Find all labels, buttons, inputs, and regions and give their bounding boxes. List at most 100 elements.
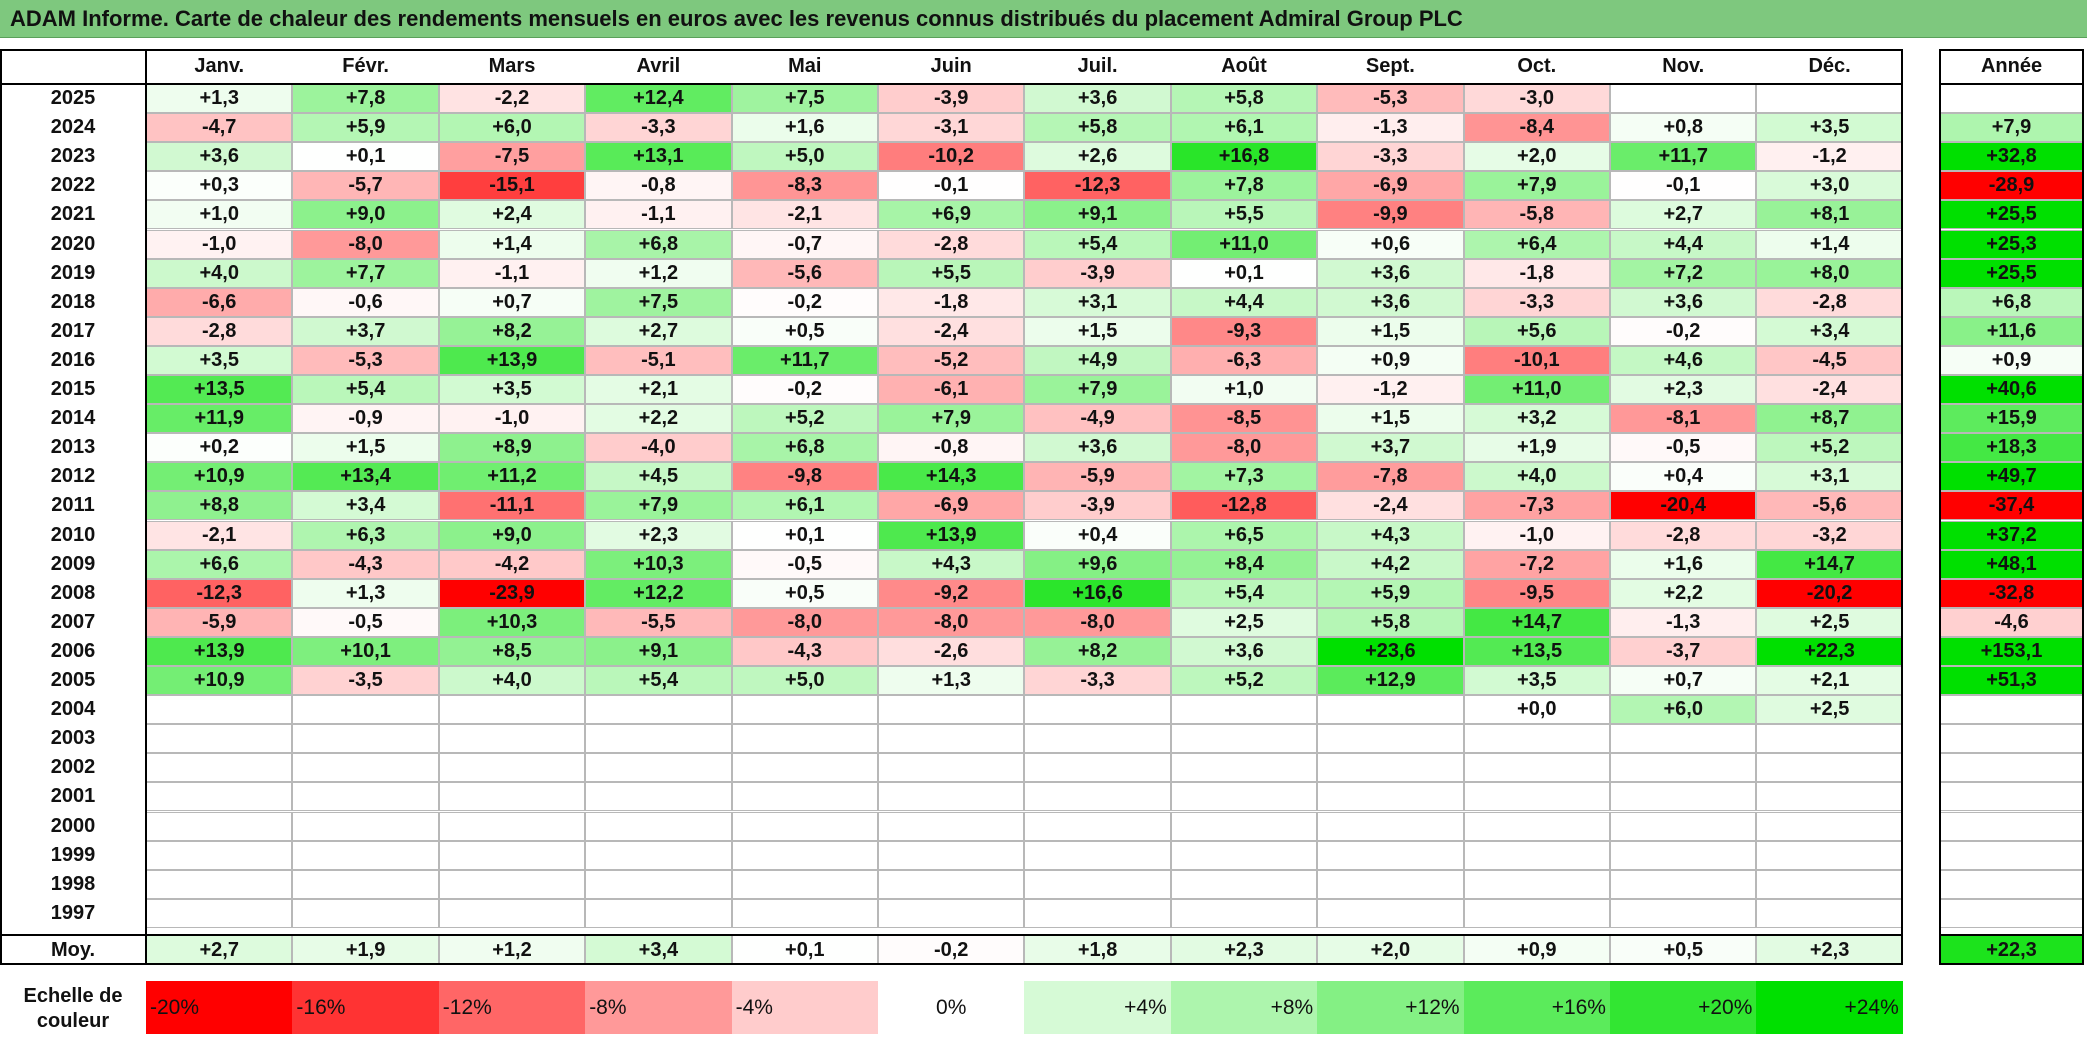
heatmap-cell: +14,7 <box>1756 549 1903 579</box>
heatmap-cell <box>585 753 732 783</box>
heatmap-cell: -3,1 <box>878 113 1025 143</box>
heatmap-cell: -12,3 <box>146 578 293 608</box>
year-label: 2022 <box>50 174 96 197</box>
heatmap-cell <box>1610 84 1757 114</box>
heatmap-cell: -7,2 <box>1463 549 1610 579</box>
heatmap-cell: +5,8 <box>1170 84 1318 114</box>
heatmap-cell: +1,0 <box>1170 375 1318 405</box>
heatmap-cell: -5,3 <box>292 345 439 375</box>
annual-cell <box>1939 695 2084 725</box>
heatmap-cell: +22,3 <box>1756 636 1903 666</box>
heatmap-cell: +4,2 <box>1317 549 1464 579</box>
heatmap-cell: +9,1 <box>585 636 732 666</box>
heatmap-cell: +3,5 <box>1756 113 1903 143</box>
heatmap-cell: -0,5 <box>292 607 439 637</box>
heatmap-cell: -8,3 <box>731 171 878 201</box>
heatmap-cell: -1,8 <box>878 287 1025 317</box>
annual-cell: -32,8 <box>1939 578 2084 608</box>
month-header: Déc. <box>1808 55 1851 77</box>
heatmap-cell <box>146 811 293 841</box>
heatmap-cell: +3,6 <box>1024 84 1171 114</box>
heatmap-cell: +13,9 <box>438 345 586 375</box>
heatmap-cell <box>731 898 878 928</box>
heatmap-cell: +4,4 <box>1610 229 1757 259</box>
heatmap-cell: -0,7 <box>731 229 878 259</box>
month-header: Juil. <box>1077 55 1118 77</box>
heatmap-cell: -3,3 <box>1024 666 1171 696</box>
heatmap-cell: +13,1 <box>585 142 732 172</box>
heatmap-cell: -4,7 <box>146 113 293 143</box>
heatmap-cell <box>585 840 732 870</box>
year-label: 2013 <box>50 436 96 459</box>
heatmap-cell <box>1317 898 1464 928</box>
heatmap-cell <box>731 782 878 812</box>
year-label: 2017 <box>50 319 96 342</box>
heatmap-cell: -0,2 <box>1610 316 1757 346</box>
month-header: Janv. <box>194 55 245 77</box>
year-label: 1999 <box>50 843 96 866</box>
heatmap-cell <box>1610 724 1757 754</box>
year-label: 2025 <box>50 87 96 110</box>
heatmap-cell: +5,8 <box>1317 607 1464 637</box>
heatmap-cell: -10,1 <box>1463 345 1610 375</box>
heatmap-cell <box>731 695 878 725</box>
average-cell: +2,3 <box>1756 935 1903 965</box>
annual-cell: +15,9 <box>1939 404 2084 434</box>
average-cell: -0,2 <box>878 935 1025 965</box>
heatmap-cell: +10,1 <box>292 636 439 666</box>
heatmap-cell: -7,5 <box>438 142 586 172</box>
year-label: 2024 <box>50 116 96 139</box>
heatmap-cell <box>1610 898 1757 928</box>
heatmap-cell <box>1756 840 1903 870</box>
heatmap-cell: +9,0 <box>292 200 439 230</box>
heatmap-cell: -5,9 <box>146 607 293 637</box>
heatmap-cell: -5,1 <box>585 345 732 375</box>
heatmap-cell: -4,5 <box>1756 345 1903 375</box>
heatmap-cell <box>1170 898 1318 928</box>
heatmap-cell: +7,8 <box>292 84 439 114</box>
heatmap-cell: +10,3 <box>438 607 586 637</box>
heatmap-cell: -5,7 <box>292 171 439 201</box>
heatmap-cell <box>438 898 586 928</box>
heatmap-cell <box>1610 811 1757 841</box>
heatmap-cell: +12,2 <box>585 578 732 608</box>
month-header: Mai <box>788 55 822 77</box>
heatmap-cell: +3,4 <box>292 491 439 521</box>
month-header: Oct. <box>1517 55 1557 77</box>
heatmap-cell: +7,7 <box>292 258 439 288</box>
heatmap-cell: -9,2 <box>878 578 1025 608</box>
heatmap-cell: +3,5 <box>1463 666 1610 696</box>
annual-cell <box>1939 811 2084 841</box>
heatmap-cell: +6,8 <box>731 433 878 463</box>
heatmap-cell: +2,5 <box>1756 695 1903 725</box>
heatmap-cell: +8,8 <box>146 491 293 521</box>
year-label: 2004 <box>50 698 96 721</box>
heatmap-cell <box>1463 724 1610 754</box>
heatmap-cell: +8,1 <box>1756 200 1903 230</box>
color-scale-swatch: +16% <box>1463 981 1610 1034</box>
heatmap-cell <box>1756 84 1903 114</box>
heatmap-cell: -8,0 <box>292 229 439 259</box>
heatmap-cell: -4,2 <box>438 549 586 579</box>
heatmap-cell: -5,8 <box>1463 200 1610 230</box>
heatmap-cell: -4,3 <box>292 549 439 579</box>
heatmap-cell <box>1317 753 1464 783</box>
heatmap-cell: +10,9 <box>146 462 293 492</box>
heatmap-cell <box>1317 695 1464 725</box>
year-label: 2018 <box>50 290 96 313</box>
average-cell: +0,9 <box>1463 935 1610 965</box>
heatmap-cell: -2,8 <box>1756 287 1903 317</box>
heatmap-cell: +0,5 <box>731 578 878 608</box>
heatmap-cell: +14,7 <box>1463 607 1610 637</box>
heatmap-cell: +7,9 <box>1463 171 1610 201</box>
heatmap-cell: +12,4 <box>585 84 732 114</box>
heatmap-cell: +3,6 <box>1317 258 1464 288</box>
heatmap-cell: -1,0 <box>146 229 293 259</box>
heatmap-cell <box>292 724 439 754</box>
color-scale-swatch: +20% <box>1610 981 1757 1034</box>
heatmap-cell: -4,9 <box>1024 404 1171 434</box>
heatmap-cell <box>585 724 732 754</box>
heatmap-cell: +7,5 <box>585 287 732 317</box>
heatmap-cell: +7,9 <box>1024 375 1171 405</box>
heatmap-cell <box>1756 782 1903 812</box>
